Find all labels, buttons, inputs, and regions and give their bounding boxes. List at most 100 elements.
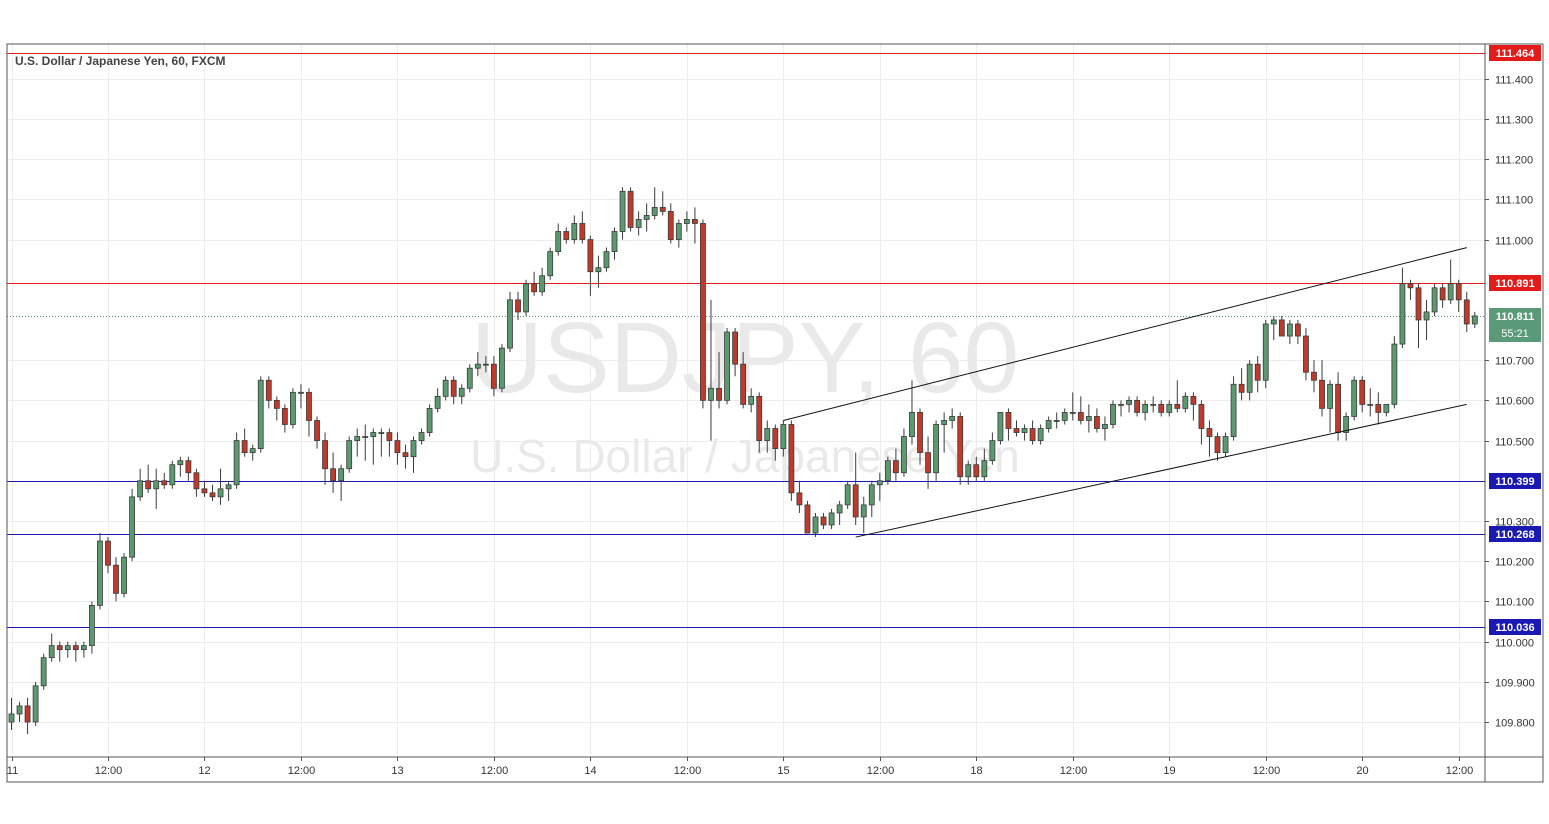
candle-body bbox=[531, 283, 537, 293]
candle-body bbox=[627, 190, 634, 228]
level-price-tag-bg bbox=[1489, 45, 1541, 61]
candle-body bbox=[249, 448, 256, 454]
candle-body bbox=[1222, 436, 1229, 454]
candle-body bbox=[1319, 379, 1325, 409]
candle-body bbox=[675, 223, 682, 240]
candle-body bbox=[1053, 420, 1060, 422]
candle-body bbox=[1383, 403, 1390, 413]
candle-body bbox=[748, 395, 755, 405]
candle-body bbox=[1270, 319, 1277, 325]
candle-body bbox=[844, 484, 851, 506]
candle-body bbox=[909, 412, 915, 437]
candle-body bbox=[1295, 323, 1301, 337]
candle-body bbox=[571, 223, 578, 240]
candle-body bbox=[523, 283, 529, 313]
candle-body bbox=[265, 379, 272, 401]
y-tick-label: 111.100 bbox=[1495, 195, 1533, 207]
candle-body bbox=[941, 420, 948, 425]
y-tick-label: 111.000 bbox=[1495, 236, 1533, 248]
candle-body bbox=[876, 480, 883, 486]
x-tick-label: 12:00 bbox=[1060, 765, 1088, 777]
candle-body bbox=[595, 267, 602, 273]
candle-body bbox=[145, 480, 152, 490]
candle-body bbox=[281, 408, 288, 425]
candle-body bbox=[330, 468, 337, 482]
candle-body bbox=[474, 363, 481, 369]
candle-body bbox=[1085, 416, 1092, 421]
candle-body bbox=[1391, 343, 1398, 405]
candle-body bbox=[772, 428, 779, 450]
level-price-tag: 110.891 bbox=[1495, 278, 1534, 290]
candle-body bbox=[507, 299, 513, 349]
candle-body bbox=[692, 219, 698, 224]
candle-body bbox=[1327, 383, 1333, 409]
candle-body bbox=[1061, 412, 1068, 421]
candle-body bbox=[466, 367, 473, 389]
candle-body bbox=[314, 420, 320, 441]
candle-body bbox=[289, 391, 296, 425]
candle-body bbox=[700, 223, 706, 401]
candle-body bbox=[32, 685, 39, 723]
candle-body bbox=[1262, 323, 1269, 381]
candle-body bbox=[16, 705, 23, 715]
candle-body bbox=[812, 516, 819, 534]
candle-body bbox=[716, 387, 722, 401]
candle-body bbox=[1303, 335, 1309, 373]
candle-body bbox=[121, 556, 127, 594]
candle-body bbox=[97, 540, 103, 606]
y-tick-label: 111.400 bbox=[1495, 75, 1533, 87]
y-tick-label: 111.200 bbox=[1495, 155, 1533, 167]
candle-body bbox=[346, 440, 353, 470]
candle-body bbox=[1455, 283, 1462, 301]
candle-body bbox=[434, 395, 441, 409]
candle-body bbox=[740, 363, 747, 405]
x-tick-label: 19 bbox=[1163, 765, 1175, 777]
candle-body bbox=[587, 239, 594, 273]
candle-body bbox=[997, 412, 1004, 441]
x-tick-label: 12:00 bbox=[288, 765, 316, 777]
candle-body bbox=[410, 440, 417, 458]
candle-body bbox=[1110, 403, 1116, 425]
price-labels: 111.464 110.891 110.399 110.268 110.036 110.8… bbox=[1489, 45, 1541, 635]
candle-body bbox=[105, 540, 111, 566]
candle-body bbox=[1375, 403, 1382, 413]
candle-body bbox=[1367, 403, 1374, 406]
candle-body bbox=[917, 412, 923, 454]
candle-body bbox=[788, 424, 795, 494]
candle-body bbox=[1447, 283, 1454, 301]
x-tick-label: 18 bbox=[970, 765, 982, 777]
x-tick-label: 14 bbox=[584, 765, 596, 777]
candle-body bbox=[217, 488, 224, 498]
candle-body bbox=[1206, 428, 1213, 437]
candle-body bbox=[1118, 403, 1124, 406]
candle-body bbox=[394, 440, 401, 454]
candle-body bbox=[354, 436, 361, 441]
candle-body bbox=[1094, 416, 1100, 429]
candle-body bbox=[418, 432, 425, 441]
candle-body bbox=[1069, 412, 1076, 414]
candle-body bbox=[732, 331, 738, 365]
candle-body bbox=[579, 223, 586, 240]
candle-body bbox=[137, 480, 144, 498]
level-price-tag: 110.399 bbox=[1495, 476, 1534, 488]
candle-body bbox=[1423, 311, 1430, 321]
candle-body bbox=[893, 460, 899, 474]
candle-body bbox=[402, 452, 409, 458]
x-tick-label: 12:00 bbox=[867, 765, 895, 777]
chart-frame bbox=[6, 43, 1544, 783]
grid-layer bbox=[7, 44, 1485, 757]
last-price-tag-bg bbox=[1489, 308, 1541, 342]
candle-body bbox=[1246, 363, 1253, 393]
candle-body bbox=[201, 488, 208, 494]
candle-body bbox=[1142, 403, 1149, 413]
candle-body bbox=[177, 460, 184, 466]
x-tick-label: 11 bbox=[7, 765, 18, 777]
candle-body bbox=[1463, 299, 1470, 325]
candle-body bbox=[1431, 287, 1438, 313]
candle-body bbox=[901, 436, 907, 474]
candle-body bbox=[298, 391, 304, 394]
candle-body bbox=[547, 251, 554, 277]
candle-body bbox=[72, 645, 79, 651]
